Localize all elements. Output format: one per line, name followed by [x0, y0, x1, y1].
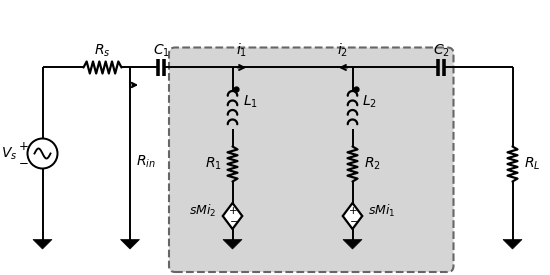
- Text: $-$: $-$: [18, 155, 29, 167]
- Text: $C_1$: $C_1$: [152, 43, 169, 59]
- Polygon shape: [120, 240, 140, 249]
- Polygon shape: [503, 240, 522, 249]
- Text: $R_2$: $R_2$: [364, 156, 381, 172]
- Text: $V_s$: $V_s$: [1, 145, 18, 162]
- Text: +: +: [349, 205, 358, 216]
- Polygon shape: [223, 240, 242, 249]
- Polygon shape: [343, 203, 362, 229]
- Text: +: +: [19, 139, 29, 153]
- Text: $-$: $-$: [229, 216, 238, 225]
- Text: $sMi_2$: $sMi_2$: [189, 203, 217, 219]
- Text: $L_2$: $L_2$: [362, 94, 377, 110]
- Polygon shape: [343, 240, 362, 249]
- Text: $R_s$: $R_s$: [94, 43, 111, 59]
- Text: $-$: $-$: [349, 216, 358, 225]
- Text: +: +: [229, 205, 238, 216]
- Polygon shape: [223, 203, 242, 229]
- Text: $sMi_1$: $sMi_1$: [368, 203, 396, 219]
- Text: $R_L$: $R_L$: [524, 156, 540, 172]
- Text: $i_1$: $i_1$: [236, 42, 248, 59]
- Text: $C_2$: $C_2$: [432, 43, 449, 59]
- Text: $R_1$: $R_1$: [205, 156, 222, 172]
- Text: $i_2$: $i_2$: [338, 42, 349, 59]
- Text: $R_{in}$: $R_{in}$: [136, 154, 156, 170]
- FancyBboxPatch shape: [169, 48, 454, 272]
- Polygon shape: [33, 240, 52, 249]
- Text: $L_1$: $L_1$: [243, 94, 257, 110]
